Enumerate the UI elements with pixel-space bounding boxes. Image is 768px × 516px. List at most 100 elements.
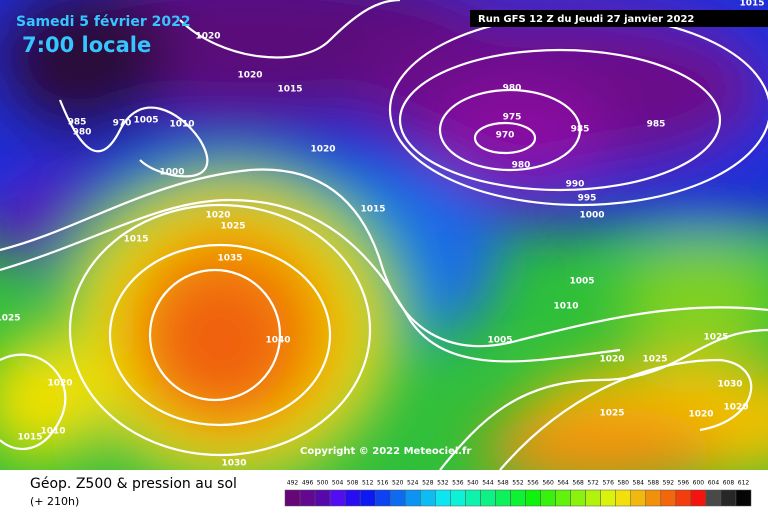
date: Samedi 5 février 2022	[16, 14, 191, 30]
colorbar-swatch	[645, 489, 662, 507]
colorbar-swatch	[540, 489, 556, 507]
colorbar-tick: 556	[527, 480, 539, 487]
colorbar-swatch	[344, 489, 361, 507]
colorbar-tick: 508	[347, 480, 359, 487]
colorbar-swatch	[510, 489, 526, 507]
colorbar-swatch	[735, 489, 752, 507]
colorbar-swatch	[314, 489, 331, 507]
colorbar-tick: 596	[678, 480, 690, 487]
colorbar-swatch	[660, 489, 677, 507]
colorbar-swatch	[615, 489, 631, 507]
colorbar-tick: 528	[422, 480, 434, 487]
legend-lead: (+ 210h)	[30, 495, 79, 508]
colorbar-swatch	[600, 489, 616, 507]
colorbar-tick: 544	[482, 480, 494, 487]
isobar-label: 980	[503, 84, 522, 94]
colorbar-tick: 580	[617, 480, 629, 487]
colorbar-swatch	[420, 489, 436, 507]
isobar-label: 1010	[553, 302, 578, 312]
isobar-label: 1025	[0, 314, 21, 324]
colorbar-tick: 568	[572, 480, 584, 487]
isobar-label: 1020	[47, 379, 72, 389]
colorbar-tick: 588	[648, 480, 660, 487]
colorbar-swatch	[405, 489, 421, 507]
colorbar-tick: 532	[437, 480, 449, 487]
colorbar-tick: 552	[512, 480, 524, 487]
legend-title: Géop. Z500 & pression au sol	[30, 476, 237, 492]
run-box	[470, 10, 768, 27]
colorbar-swatch	[359, 489, 376, 507]
isobar-label: 1015	[123, 235, 148, 245]
isobar-label: 975	[503, 113, 522, 123]
isobar-label: 1005	[133, 116, 158, 126]
isobar-label: 970	[113, 119, 132, 129]
isobar-label: 1015	[360, 205, 385, 215]
colorbar-swatch	[374, 489, 391, 507]
isobar-label: 1000	[159, 168, 184, 178]
colorbar-tick: 516	[377, 480, 389, 487]
colorbar-tick: 592	[663, 480, 675, 487]
colorbar-tick: 504	[332, 480, 344, 487]
colorbar-swatch	[299, 489, 316, 507]
isobar-label: 1015	[277, 85, 302, 95]
isobar-label: 1020	[723, 403, 748, 413]
isobar-label: 1025	[220, 222, 245, 232]
isobar-label: 1015	[17, 433, 42, 443]
colorbar-swatch	[450, 489, 466, 507]
isobar-label: 1035	[217, 254, 242, 264]
isobar-label: 1020	[195, 32, 220, 42]
colorbar-tick: 496	[302, 480, 314, 487]
colorbar-tick: 524	[407, 480, 419, 487]
colorbar-tick: 572	[587, 480, 599, 487]
colorbar-tick: 512	[362, 480, 374, 487]
colorbar-swatch	[435, 489, 451, 507]
isobar-label: 985	[68, 118, 87, 128]
isobar-label: 1005	[569, 277, 594, 287]
colorbar-tick: 492	[287, 480, 299, 487]
colorbar-tick: 584	[633, 480, 645, 487]
colorbar-tick: 536	[452, 480, 464, 487]
colorbar-swatch	[480, 489, 496, 507]
isobar-label: 1005	[487, 336, 512, 346]
isobar-label: 1000	[579, 211, 604, 221]
colorbar-tick: 500	[317, 480, 329, 487]
run-info: Run GFS 12 Z du Jeudi 27 janvier 2022	[478, 14, 694, 25]
isobar-label: 970	[496, 131, 515, 141]
colorbar-swatch	[705, 489, 722, 507]
colorbar-swatch	[675, 489, 692, 507]
isobar-label: 1030	[717, 380, 742, 390]
colorbar-swatch	[585, 489, 601, 507]
isobar-label: 1020	[237, 71, 262, 81]
colorbar-tick: 548	[497, 480, 509, 487]
colorbar-swatch	[329, 489, 346, 507]
isobar-label: 1010	[40, 427, 65, 437]
isobar-label: 985	[571, 125, 590, 135]
colorbar-swatch	[525, 489, 541, 507]
colorbar-swatch	[555, 489, 571, 507]
colorbar-swatch	[720, 489, 737, 507]
time: 7:00 locale	[22, 33, 151, 57]
isobar-label: 1030	[221, 459, 246, 469]
colorbar-tick: 560	[542, 480, 554, 487]
colorbar-swatch	[284, 489, 301, 507]
colorbar-tick: 600	[693, 480, 705, 487]
colorbar-swatch	[570, 489, 586, 507]
colorbar-swatch	[465, 489, 481, 507]
isobar-label: 995	[578, 194, 597, 204]
isobar-label: 1020	[688, 410, 713, 420]
colorbar-swatch	[389, 489, 406, 507]
isobars	[0, 0, 768, 470]
colorbar-tick: 564	[557, 480, 569, 487]
colorbar-swatch	[630, 489, 647, 507]
isobar-label: 980	[73, 128, 92, 138]
isobar-label: 1020	[205, 211, 230, 221]
isobar-label: 1020	[310, 145, 335, 155]
colorbar-tick: 576	[602, 480, 614, 487]
copyright: Copyright © 2022 Meteociel.fr	[300, 446, 471, 457]
colorbar-tick: 612	[738, 480, 750, 487]
colorbar-tick: 604	[708, 480, 720, 487]
isobar-label: 1010	[169, 120, 194, 130]
